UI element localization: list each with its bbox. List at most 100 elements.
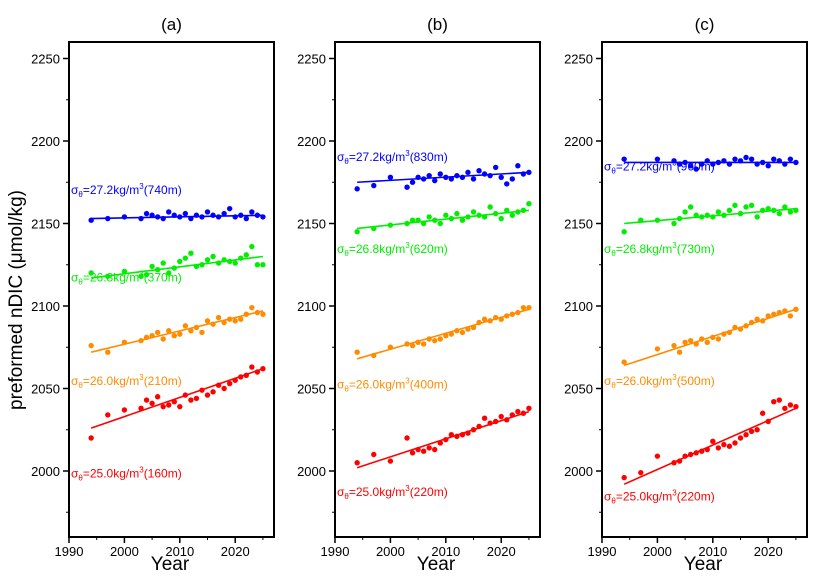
series-label: σθ=25.0kg/m3(220m) <box>604 489 715 506</box>
data-point <box>254 212 261 218</box>
data-point <box>771 207 777 213</box>
data-point <box>354 460 360 466</box>
data-point <box>149 212 155 218</box>
data-point <box>404 220 410 227</box>
data-point <box>371 182 377 189</box>
data-point <box>782 204 788 210</box>
data-point <box>437 171 443 177</box>
data-point <box>515 209 521 215</box>
data-point <box>476 212 482 218</box>
data-point <box>437 440 443 446</box>
data-point <box>481 214 488 220</box>
data-point <box>404 435 410 441</box>
data-point <box>748 319 755 326</box>
data-point <box>454 328 460 334</box>
data-point <box>737 435 744 441</box>
data-point <box>704 339 710 345</box>
series-2: σθ=26.0kg/m3(400m) <box>337 304 532 394</box>
data-point <box>437 336 443 342</box>
trend-line <box>357 209 530 230</box>
data-point <box>448 331 455 337</box>
data-point <box>737 158 744 164</box>
data-point <box>249 304 255 311</box>
data-point <box>171 265 177 271</box>
data-point <box>465 326 471 332</box>
data-point <box>143 334 150 341</box>
data-point <box>771 399 777 405</box>
data-point <box>454 172 460 179</box>
data-point <box>243 372 249 378</box>
series-2: σθ=26.0kg/m3(210m) <box>71 304 266 390</box>
data-point <box>437 220 443 227</box>
data-point <box>459 217 466 223</box>
data-point <box>188 397 194 403</box>
panel-a: (a) 1990 2000 2010 2020 2000 2050 2100 2150 2200 2… <box>31 15 275 559</box>
data-point <box>166 402 172 408</box>
data-point <box>387 222 394 228</box>
panel-b: (b) 1990 2000 2010 2020 2000 2050 2100 2150 2200 2… <box>297 15 541 559</box>
data-point <box>166 328 172 334</box>
data-point <box>154 394 161 400</box>
x-tick-label: 2020 <box>221 544 250 559</box>
data-point <box>671 342 677 349</box>
data-point <box>765 205 771 212</box>
y-tick-label: 2000 <box>31 464 60 479</box>
data-point <box>793 403 799 410</box>
y-tick-label: 2200 <box>297 134 326 149</box>
data-point <box>188 215 194 222</box>
data-point <box>687 451 694 458</box>
y-tick-label: 2100 <box>31 299 60 314</box>
data-point <box>676 458 683 464</box>
data-point <box>654 217 661 223</box>
x-tick-label: 2000 <box>376 544 405 559</box>
data-point <box>204 392 211 398</box>
data-point <box>793 207 799 213</box>
series-1: σθ=26.8kg/m3(730m) <box>604 202 799 258</box>
series-label: σθ=26.8kg/m3(730m) <box>604 241 715 258</box>
y-tick-label: 2250 <box>297 52 326 67</box>
data-point <box>354 349 360 355</box>
plot-frame <box>601 41 808 538</box>
data-point <box>693 450 699 456</box>
data-point <box>387 344 394 350</box>
data-point <box>737 210 744 217</box>
data-point <box>715 445 722 451</box>
data-point <box>243 252 249 258</box>
x-tick-label: 2000 <box>110 544 139 559</box>
data-point <box>621 156 627 162</box>
data-point <box>459 174 466 180</box>
data-point <box>787 156 794 162</box>
data-point <box>177 331 183 337</box>
data-point <box>699 448 705 454</box>
data-point <box>710 161 716 167</box>
data-point <box>509 212 515 218</box>
plot-frame <box>334 41 541 538</box>
data-point <box>671 220 677 227</box>
series-label: σθ=27.2kg/m3(740m) <box>71 182 182 199</box>
data-point <box>676 349 683 355</box>
data-point <box>149 333 155 339</box>
trend-line <box>90 310 264 353</box>
data-point <box>182 210 189 217</box>
data-point <box>726 207 733 213</box>
data-point <box>149 263 155 270</box>
data-point <box>221 319 227 326</box>
data-point <box>504 207 510 213</box>
plot-frame <box>68 41 275 538</box>
data-point <box>498 174 504 180</box>
data-point <box>732 440 738 446</box>
y-tick-label: 2050 <box>564 382 593 397</box>
y-tick-label: 2100 <box>564 299 593 314</box>
data-point <box>138 215 144 222</box>
data-point <box>432 177 438 184</box>
data-point <box>504 181 510 187</box>
series-2: σθ=26.0kg/m3(500m) <box>604 306 799 390</box>
data-point <box>787 313 794 319</box>
data-point <box>748 428 755 435</box>
data-point <box>420 220 427 227</box>
data-point <box>498 215 504 222</box>
data-point <box>354 186 360 192</box>
data-point <box>387 174 394 180</box>
data-point <box>105 412 111 418</box>
trend-line <box>356 308 530 360</box>
